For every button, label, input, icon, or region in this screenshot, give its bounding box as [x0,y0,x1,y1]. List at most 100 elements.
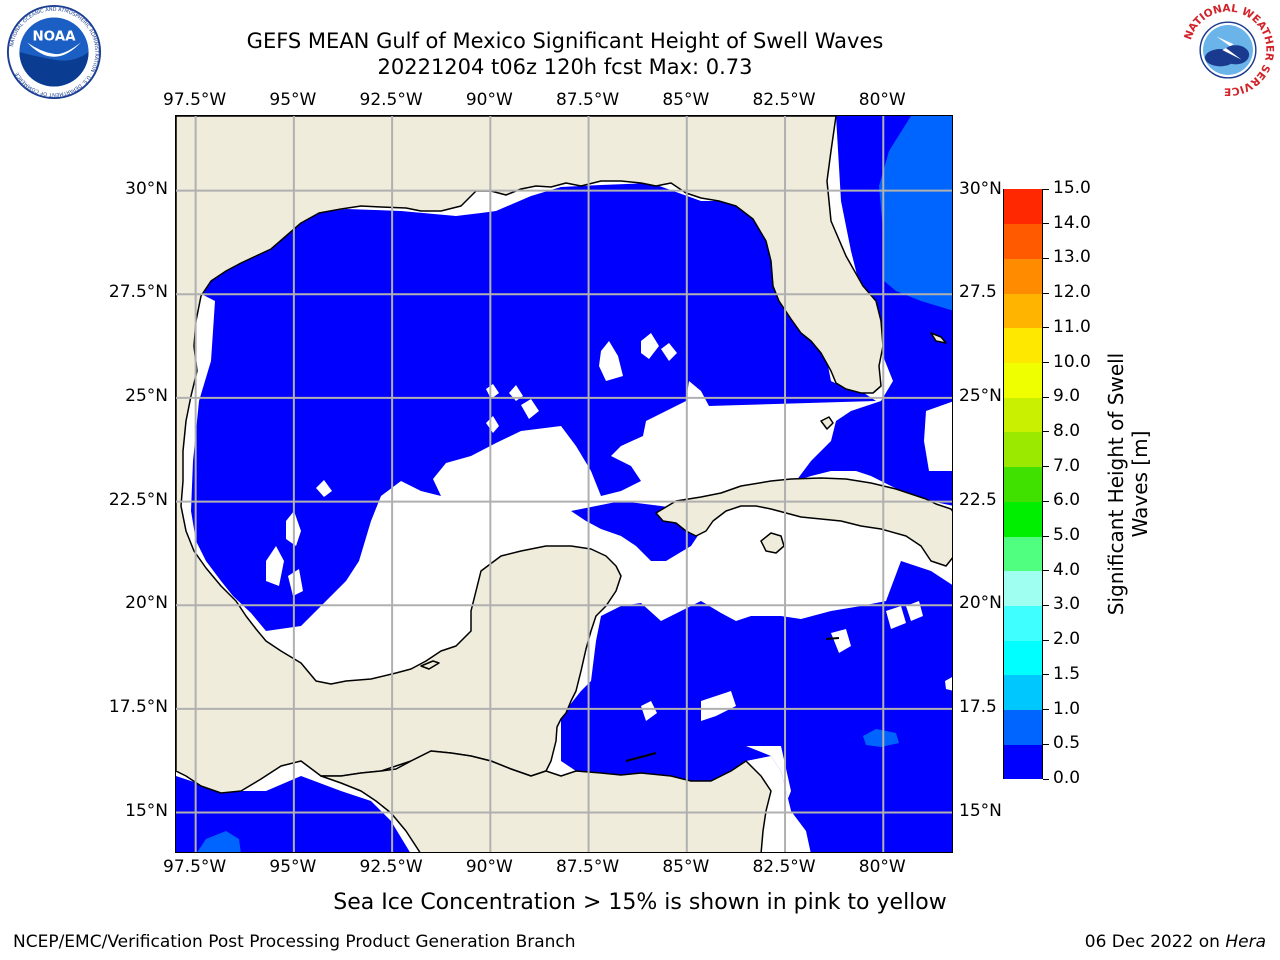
lon-tick-label-top: 80°W [858,90,906,110]
colorbar-tick-label: 2.0 [1053,629,1081,650]
lon-tick-label-bottom: 90°W [465,857,513,877]
map-canvas [176,116,952,852]
colorbar-segment [1004,397,1042,433]
lat-tick-label-right: 15°N [959,800,1002,821]
noaa-logo-text: NOAA [32,29,76,44]
land-masses [176,116,952,852]
lat-tick-label-right: 27.5 [959,282,997,303]
lon-tick-label-bottom: 97.5°W [163,857,227,877]
colorbar-tick-label: 6.0 [1053,490,1081,511]
colorbar-title-line1: Significant Height of Swell [1104,352,1128,616]
footer-date: 06 Dec 2022 on Hera [1085,932,1266,952]
lon-tick-label-top: 90°W [465,90,513,110]
colorbar-tick-mark [1043,223,1049,225]
colorbar-tick-mark [1043,500,1049,502]
colorbar-tick-mark [1043,431,1049,433]
colorbar-tick-label: 7.0 [1053,455,1081,476]
nws-logo: NATIONAL WEATHER SERVICE [1181,2,1275,97]
colorbar-segment [1004,744,1042,780]
colorbar-tick-mark [1043,396,1049,398]
lon-tick-label-top: 95°W [269,90,317,110]
colorbar-segment [1004,223,1042,259]
map-title: GEFS MEAN Gulf of Mexico Significant Hei… [246,29,884,53]
colorbar-segment [1004,431,1042,468]
colorbar-tick-label: 4.0 [1053,559,1081,580]
colorbar-segment [1004,189,1042,225]
colorbar-tick-mark [1043,362,1049,364]
colorbar-tick-mark [1043,639,1049,641]
colorbar-tick-mark [1043,292,1049,294]
colorbar-segment [1004,605,1042,641]
lat-tick-label-left: 22.5°N [108,489,168,510]
lat-tick-label-right: 20°N [959,593,1002,614]
colorbar-tick-label: 1.0 [1053,698,1081,719]
colorbar-segment [1004,466,1042,502]
footer-host: Hera [1225,932,1266,952]
footer-date-text: 06 Dec 2022 on [1084,932,1226,952]
colorbar-segment [1004,536,1042,572]
lat-tick-label-left: 20°N [125,593,168,614]
colorbar-tick-label: 0.0 [1053,768,1081,788]
colorbar-tick-mark [1043,778,1049,780]
lat-tick-label-left: 17.5°N [108,696,168,717]
colorbar-tick-label: 9.0 [1053,386,1081,407]
swell-0.5-1.0m-region [197,116,952,852]
colorbar-tick-mark [1043,257,1049,259]
lat-tick-label-right: 30°N [959,178,1002,199]
lat-tick-label-right: 17.5 [959,696,997,717]
lat-tick-label-left: 25°N [125,385,168,406]
colorbar-tick-label: 3.0 [1053,594,1081,615]
colorbar-segment [1004,293,1042,329]
colorbar-tick-mark [1043,674,1049,676]
colorbar-tick-label: 12.0 [1053,282,1091,303]
lon-tick-label-bottom: 85°W [662,857,710,877]
lon-tick-label-top: 87.5°W [555,90,620,110]
colorbar-segment [1004,327,1042,364]
lat-tick-label-right: 25°N [959,385,1002,406]
lon-tick-label-bottom: 95°W [269,857,317,877]
colorbar-tick-mark [1043,466,1049,468]
noaa-logo: NOAA NATIONAL OCEANIC AND ATMOSPHERIC AD… [6,4,102,100]
colorbar-segment [1004,640,1042,676]
lat-tick-label-left: 30°N [125,178,168,199]
graticule [176,116,952,852]
sea-ice-note: Sea Ice Concentration > 15% is shown in … [333,890,947,915]
colorbar-segment [1004,570,1042,606]
colorbar-tick-label: 14.0 [1053,212,1091,233]
colorbar-tick-label: 0.5 [1053,733,1081,754]
colorbar-title: Significant Height of Swell Waves [m] [1104,353,1152,615]
colorbar-tick-label: 15.0 [1053,178,1091,198]
colorbar-tick-mark [1043,604,1049,606]
colorbar-segment [1004,501,1042,537]
colorbar-tick-mark [1043,743,1049,745]
colorbar-tick-mark [1043,709,1049,711]
colorbar-tick-label: 8.0 [1053,420,1081,441]
colorbar-tick-label: 11.0 [1053,316,1091,337]
map-panel [175,115,953,853]
colorbar-segment [1004,258,1042,294]
colorbar-tick-label: 1.5 [1053,663,1081,684]
colorbar-segment [1004,674,1042,711]
lon-tick-label-top: 97.5°W [163,90,227,110]
lat-tick-label-left: 15°N [125,800,168,821]
lon-tick-label-top: 85°W [662,90,710,110]
small-islands [625,637,840,762]
colorbar-tick-label: 5.0 [1053,525,1081,546]
colorbar-tick-label: 10.0 [1053,351,1091,372]
map-subtitle: 20221204 t06z 120h fcst Max: 0.73 [377,55,753,79]
colorbar-tick-label: 13.0 [1053,247,1091,268]
lat-tick-label-right: 22.5 [959,489,997,510]
lon-tick-label-top: 92.5°W [359,90,423,110]
lon-tick-label-bottom: 82.5°W [752,857,816,877]
footer-credit: NCEP/EMC/Verification Post Processing Pr… [13,932,576,952]
colorbar-tick-mark [1043,327,1049,329]
colorbar [1003,189,1043,780]
colorbar-tick-mark [1043,188,1049,190]
lon-tick-label-top: 82.5°W [752,90,816,110]
colorbar-segment [1004,709,1042,745]
colorbar-segment [1004,362,1042,398]
lon-tick-label-bottom: 87.5°W [555,857,620,877]
lat-tick-label-left: 27.5°N [108,282,168,303]
lon-tick-label-bottom: 92.5°W [359,857,423,877]
colorbar-tick-mark [1043,535,1049,537]
